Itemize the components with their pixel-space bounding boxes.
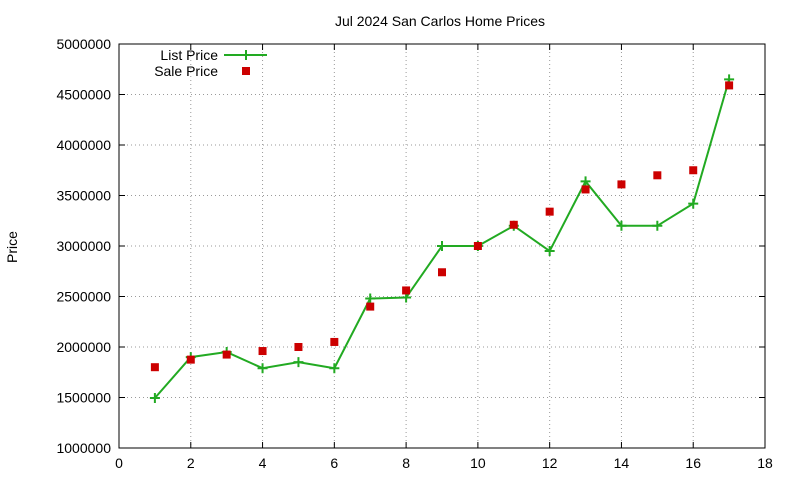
legend-label-sale-price: Sale Price (154, 63, 218, 79)
data-point-sale-price (258, 347, 267, 356)
x-tick-label: 0 (115, 455, 123, 471)
y-tick-label: 5000000 (56, 36, 111, 52)
x-tick-label: 2 (187, 455, 195, 471)
y-tick-label: 2000000 (56, 339, 111, 355)
data-point-sale-price (294, 343, 303, 351)
data-point-sale-price (689, 166, 698, 175)
y-tick-label: 4000000 (56, 137, 111, 153)
data-point-list-price (616, 220, 627, 231)
legend-marker-sale-price (242, 67, 250, 75)
data-point-list-price (257, 363, 268, 374)
data-point-sale-price (509, 220, 518, 229)
y-axis-label: Price (4, 231, 20, 263)
x-tick-label: 10 (470, 455, 486, 471)
y-tick-label: 3500000 (56, 188, 111, 204)
data-point-sale-price (330, 337, 339, 346)
axis-ticks: 0 2 4 6 8 10 12 14 16 18 1000000 1500000 2000000 2500… (56, 36, 773, 471)
x-tick-label: 16 (685, 455, 701, 471)
data-point-sale-price (473, 242, 482, 250)
data-point-list-price (149, 393, 160, 404)
legend-marker-list-price (241, 50, 251, 60)
data-point-list-price (437, 241, 447, 251)
data-point-sale-price (150, 363, 159, 372)
y-tick-label: 1500000 (56, 390, 111, 406)
data-point-sale-price (366, 302, 375, 311)
x-tick-label: 14 (614, 455, 630, 471)
data-point-list-price (329, 363, 340, 374)
y-tick-label: 2500000 (56, 289, 111, 305)
data-point-list-price (652, 220, 663, 231)
data-point-sale-price (438, 268, 446, 277)
legend: List Price Sale Price (154, 47, 267, 79)
data-point-list-price (365, 293, 376, 304)
data-point-sale-price (402, 286, 411, 295)
data-point-list-price (580, 176, 591, 187)
data-point-sale-price (545, 207, 554, 216)
x-tick-label: 18 (757, 455, 773, 471)
legend-label-list-price: List Price (160, 47, 218, 63)
series-layer (149, 74, 735, 404)
data-point-sale-price (186, 355, 195, 364)
data-point-list-price (293, 357, 304, 368)
x-tick-label: 6 (330, 455, 338, 471)
grid (119, 44, 765, 448)
data-point-sale-price (222, 350, 231, 359)
x-tick-label: 8 (402, 455, 410, 471)
x-tick-label: 12 (542, 455, 558, 471)
y-tick-label: 1000000 (56, 440, 111, 456)
x-tick-label: 4 (259, 455, 267, 471)
y-tick-label: 4500000 (56, 87, 111, 103)
data-point-list-price (688, 198, 699, 209)
data-point-sale-price (653, 171, 662, 180)
chart-title: Jul 2024 San Carlos Home Prices (335, 13, 545, 29)
data-point-sale-price (581, 185, 590, 194)
data-point-sale-price (617, 180, 626, 189)
data-point-sale-price (725, 81, 734, 90)
series-line-list-price (154, 79, 731, 399)
data-point-list-price (544, 246, 555, 257)
y-tick-label: 3000000 (56, 238, 111, 254)
